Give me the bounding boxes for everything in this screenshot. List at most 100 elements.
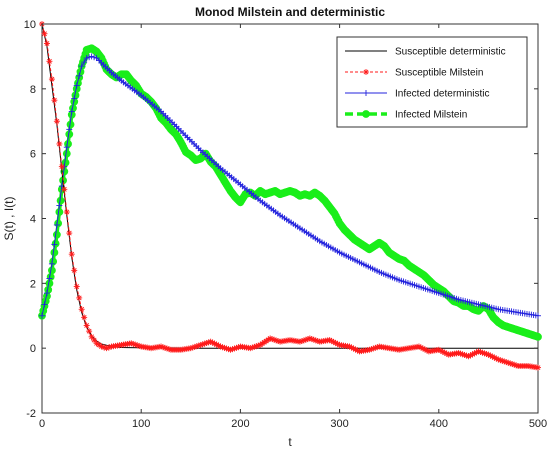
star-stroke bbox=[74, 284, 80, 289]
y-axis-title: S(t) , I(t) bbox=[2, 197, 16, 241]
star-stroke bbox=[333, 340, 339, 346]
legend-marker bbox=[363, 69, 369, 75]
data-point bbox=[91, 337, 98, 344]
star-stroke bbox=[497, 357, 503, 363]
star-stroke bbox=[418, 345, 424, 350]
star-stroke bbox=[347, 344, 352, 349]
star-stroke bbox=[458, 351, 464, 357]
data-point bbox=[62, 149, 71, 158]
star-stroke bbox=[136, 343, 142, 349]
data-point bbox=[81, 314, 88, 321]
star-stroke bbox=[483, 351, 489, 357]
star-stroke bbox=[493, 356, 499, 361]
star-stroke bbox=[487, 353, 493, 359]
legend-label: Infected deterministic bbox=[395, 89, 490, 100]
data-point bbox=[48, 76, 55, 83]
data-point bbox=[51, 97, 58, 104]
data-point bbox=[483, 351, 490, 358]
data-point bbox=[46, 58, 53, 65]
star-stroke bbox=[476, 348, 481, 354]
data-point bbox=[76, 294, 83, 301]
data-point bbox=[53, 118, 60, 125]
star-stroke bbox=[513, 362, 519, 368]
star-stroke bbox=[164, 346, 170, 351]
star-stroke bbox=[208, 339, 214, 345]
data-point bbox=[535, 364, 541, 371]
star-stroke bbox=[275, 338, 281, 344]
star-stroke bbox=[416, 344, 422, 349]
data-point bbox=[55, 208, 64, 216]
star-stroke bbox=[335, 341, 341, 347]
star-stroke bbox=[54, 118, 60, 124]
star-stroke bbox=[440, 349, 446, 355]
star-stroke bbox=[460, 351, 466, 357]
star-stroke bbox=[212, 341, 218, 347]
star-stroke bbox=[49, 76, 55, 82]
star-stroke bbox=[273, 337, 279, 343]
star-stroke bbox=[86, 328, 92, 334]
legend-entry: Susceptible Milstein bbox=[345, 68, 483, 79]
x-tick-label: 300 bbox=[330, 418, 348, 430]
star-stroke bbox=[56, 141, 62, 147]
star-stroke bbox=[327, 337, 333, 343]
data-point bbox=[48, 260, 55, 267]
star-stroke bbox=[456, 350, 462, 356]
data-point bbox=[41, 30, 48, 37]
legend-label: Susceptible deterministic bbox=[395, 47, 506, 58]
star-stroke bbox=[329, 338, 335, 344]
x-tick-label: 200 bbox=[231, 418, 249, 430]
data-point bbox=[83, 55, 90, 62]
star-stroke bbox=[355, 348, 360, 353]
star-stroke bbox=[99, 344, 104, 349]
data-point bbox=[66, 230, 73, 237]
star-stroke bbox=[509, 361, 515, 367]
star-stroke bbox=[64, 209, 70, 215]
y-tick-label: 2 bbox=[30, 278, 36, 290]
star-stroke bbox=[307, 336, 313, 341]
data-point bbox=[39, 312, 45, 319]
data-point bbox=[54, 219, 63, 228]
star-stroke bbox=[224, 346, 229, 351]
data-point bbox=[71, 95, 78, 102]
star-stroke bbox=[66, 230, 72, 236]
data-point bbox=[50, 248, 59, 257]
star-stroke bbox=[422, 347, 428, 352]
star-stroke bbox=[160, 344, 166, 350]
data-point bbox=[88, 333, 95, 340]
star-stroke bbox=[132, 342, 138, 348]
star-stroke bbox=[89, 334, 95, 340]
star-stroke bbox=[47, 58, 52, 64]
star-stroke bbox=[91, 337, 97, 343]
star-stroke bbox=[269, 336, 275, 342]
data-point bbox=[91, 54, 98, 61]
star-stroke bbox=[44, 41, 50, 46]
data-point bbox=[68, 108, 75, 115]
data-point bbox=[63, 209, 70, 216]
data-point bbox=[56, 202, 63, 209]
y-tick-label: 10 bbox=[24, 19, 36, 31]
star-stroke bbox=[311, 337, 317, 343]
data-point bbox=[534, 332, 542, 341]
star-stroke bbox=[464, 353, 469, 359]
data-point bbox=[51, 241, 58, 248]
star-stroke bbox=[499, 358, 505, 364]
star-stroke bbox=[42, 31, 47, 37]
star-stroke bbox=[501, 359, 507, 364]
star-stroke bbox=[130, 341, 136, 347]
data-point bbox=[46, 275, 53, 282]
data-point bbox=[73, 283, 80, 290]
star-stroke bbox=[505, 360, 511, 366]
star-stroke bbox=[51, 97, 57, 103]
star-stroke bbox=[485, 352, 491, 358]
y-tick-label: 6 bbox=[30, 149, 36, 161]
star-stroke bbox=[349, 345, 354, 350]
x-tick-label: 100 bbox=[132, 418, 150, 430]
star-stroke bbox=[482, 350, 487, 356]
data-point bbox=[86, 328, 93, 335]
star-stroke bbox=[438, 348, 444, 354]
star-stroke bbox=[331, 339, 337, 345]
data-point bbox=[83, 322, 90, 329]
y-tick-label: -2 bbox=[26, 408, 36, 420]
data-point bbox=[535, 312, 541, 319]
